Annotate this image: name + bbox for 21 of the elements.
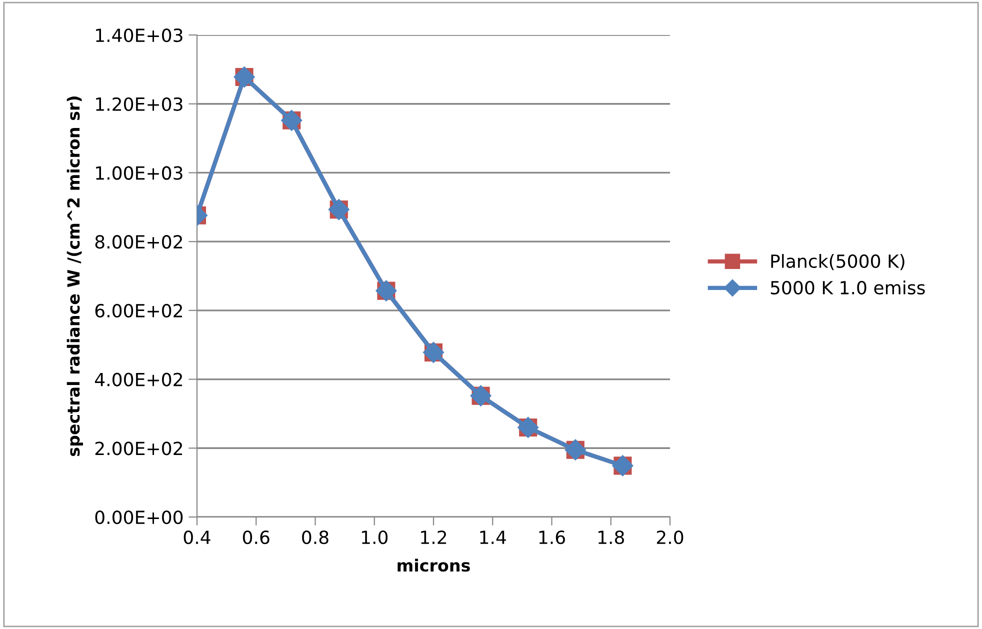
x-axis-title: microns (398, 558, 470, 572)
y-tick-label: 1.20E+03 (96, 97, 182, 111)
y-tick-label: 1.40E+03 (96, 28, 182, 42)
x-tick-label: 2.0 (656, 530, 684, 544)
y-axis-title: spectral radiance W /(cm^2 micron sr) (66, 96, 83, 456)
x-tick-label: 1.6 (539, 530, 565, 544)
x-tick-label: 1.8 (598, 530, 624, 544)
legend-label: 5000 K 1.0 emiss (770, 280, 925, 294)
x-tick-label: 1.4 (480, 530, 506, 544)
legend-label: Planck(5000 K) (771, 254, 904, 270)
y-tick-label: 4.00E+02 (94, 372, 182, 386)
y-tick-label: 0.00E+00 (95, 510, 183, 524)
x-tick-label: 1.0 (362, 530, 388, 544)
y-tick-label: 6.00E+02 (95, 304, 182, 318)
y-tick-label: 1.00E+03 (96, 166, 182, 180)
x-tick-label: 0.6 (242, 530, 270, 544)
x-tick-label: 0.8 (302, 530, 328, 544)
y-tick-label: 8.00E+02 (95, 235, 182, 249)
y-tick-label: 2.00E+02 (95, 442, 182, 456)
x-tick-label: 1.2 (421, 530, 446, 544)
x-tick-label: 0.4 (184, 530, 210, 544)
